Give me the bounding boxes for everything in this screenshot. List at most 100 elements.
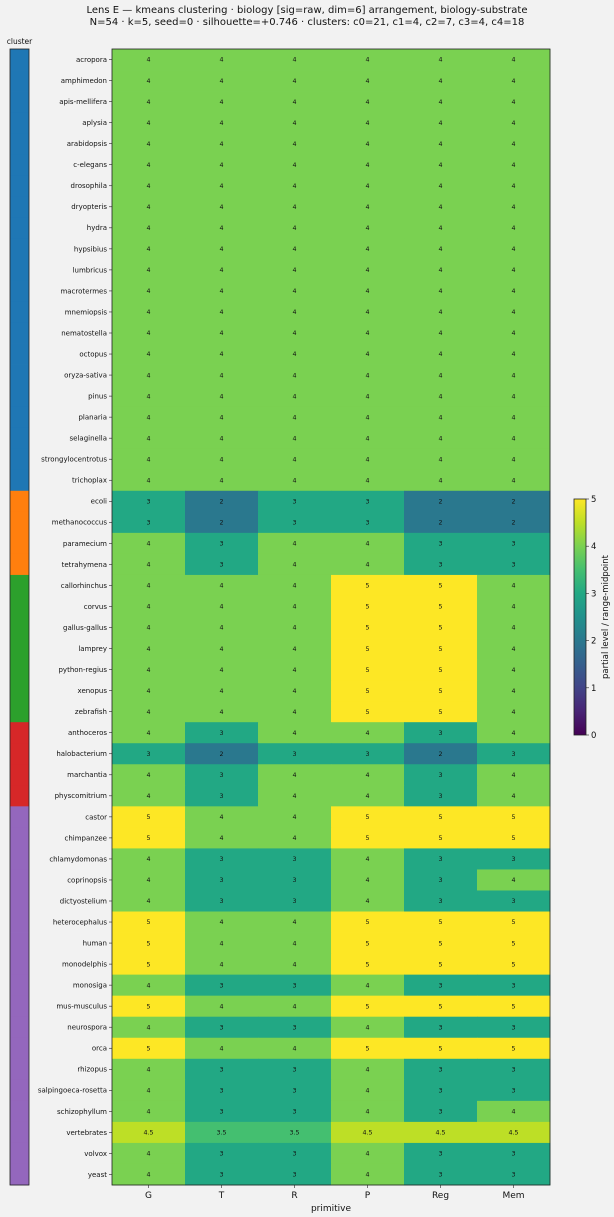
cell-value-label: 5 — [146, 1003, 150, 1010]
row-tick-label: hypsibius — [74, 245, 107, 253]
heatmap-cell — [112, 49, 186, 71]
heatmap-cell — [331, 995, 405, 1018]
cell-value-label: 5 — [365, 625, 369, 632]
cell-value-label: 4 — [438, 456, 442, 463]
row-tick-label: neurospora — [67, 1024, 107, 1032]
heatmap-cell — [185, 427, 259, 450]
cell-value-label: 4 — [292, 1045, 296, 1052]
cell-value-label: 4 — [511, 204, 515, 211]
cell-value-label: 4 — [365, 204, 369, 211]
cell-value-label: 4 — [146, 877, 150, 884]
cell-value-label: 4 — [292, 583, 296, 590]
heatmap-cell — [258, 532, 332, 555]
cell-value-label: 3 — [438, 772, 442, 779]
cell-value-label: 4 — [146, 793, 150, 800]
heatmap-cell — [112, 995, 186, 1018]
cell-value-label: 4 — [438, 435, 442, 442]
cell-value-label: 4 — [365, 1066, 369, 1073]
heatmap-cell — [404, 406, 478, 429]
row-tick-label: acropora — [76, 56, 107, 64]
cluster-strip-segment — [10, 49, 29, 71]
heatmap-cell — [185, 280, 259, 302]
row-tick-label: schizophyllum — [57, 1108, 107, 1116]
cell-value-label: 4 — [219, 78, 223, 85]
heatmap-cell — [258, 722, 332, 744]
heatmap-cell — [477, 322, 551, 344]
cell-value-label: 4 — [219, 309, 223, 316]
row-tick-label: callorhinchus — [61, 582, 108, 590]
row-tick-label: halobacterium — [56, 750, 107, 758]
heatmap-cell — [404, 638, 478, 660]
cell-value-label: 4 — [365, 982, 369, 989]
cell-value-label: 5 — [438, 814, 442, 821]
heatmap-cell — [258, 953, 332, 976]
heatmap-cell — [258, 1121, 332, 1144]
cell-value-label: 4 — [438, 393, 442, 400]
heatmap-cell — [331, 890, 405, 912]
heatmap-cell — [331, 343, 405, 365]
heatmap-cell — [185, 848, 259, 870]
cell-value-label: 2 — [219, 520, 223, 527]
cell-value-label: 4 — [146, 772, 150, 779]
cell-value-label: 4 — [365, 78, 369, 85]
cell-value-label: 3 — [438, 1172, 442, 1179]
cell-value-label: 4 — [365, 456, 369, 463]
row-tick-label: macrotermes — [60, 287, 107, 295]
heatmap-cell — [185, 1058, 259, 1081]
heatmap-cell — [185, 701, 259, 723]
cluster-strip-segment — [10, 280, 29, 302]
heatmap-cell — [185, 932, 259, 954]
cell-value-label: 5 — [438, 604, 442, 611]
heatmap-cell — [112, 911, 186, 933]
cluster-strip-segment — [10, 385, 29, 408]
cell-value-label: 4 — [438, 141, 442, 148]
cell-value-label: 4 — [292, 393, 296, 400]
heatmap-cell — [331, 490, 405, 513]
heatmap-cell — [331, 680, 405, 702]
heatmap-cell — [185, 1142, 259, 1165]
heatmap-cell — [404, 995, 478, 1018]
colorbar-tick-label: 5 — [591, 495, 596, 505]
cluster-strip-segment — [10, 743, 29, 765]
heatmap-cell — [112, 932, 186, 954]
cell-value-label: 5 — [365, 919, 369, 926]
heatmap-cell — [404, 1142, 478, 1165]
cell-value-label: 3 — [292, 856, 296, 863]
cell-value-label: 3.5 — [216, 1130, 226, 1137]
heatmap-cell — [331, 217, 405, 239]
heatmap-cell — [331, 196, 405, 218]
cell-value-label: 4 — [292, 456, 296, 463]
cluster-strip-segment — [10, 617, 29, 639]
cell-value-label: 3 — [292, 1088, 296, 1095]
row-tick-label: nematostella — [61, 329, 107, 337]
row-tick-label: volvox — [84, 1150, 107, 1158]
cell-value-label: 4 — [292, 141, 296, 148]
heatmap-cell — [258, 175, 332, 197]
cell-value-label: 4 — [292, 435, 296, 442]
cell-value-label: 4 — [219, 288, 223, 295]
cell-value-label: 4 — [438, 477, 442, 484]
cell-value-label: 4 — [146, 1088, 150, 1095]
cell-value-label: 4 — [365, 562, 369, 569]
cell-value-label: 4 — [438, 246, 442, 253]
cell-value-label: 2 — [219, 498, 223, 505]
cell-value-label: 4 — [292, 667, 296, 674]
heatmap-cell — [477, 196, 551, 218]
cell-value-label: 5 — [365, 709, 369, 716]
row-tick-label: human — [83, 939, 107, 947]
cell-value-label: 3 — [438, 1109, 442, 1116]
cell-value-label: 4 — [146, 351, 150, 358]
heatmap-cell — [404, 364, 478, 386]
cell-value-label: 4 — [365, 267, 369, 274]
cell-value-label: 4 — [219, 667, 223, 674]
heatmap-cell — [477, 490, 551, 513]
heatmap-cell — [331, 743, 405, 765]
heatmap-cell — [112, 196, 186, 218]
cell-value-label: 4 — [146, 667, 150, 674]
heatmap-cell — [112, 1142, 186, 1165]
cell-value-label: 4 — [219, 393, 223, 400]
heatmap-cell — [331, 974, 405, 997]
heatmap-cell — [404, 574, 478, 597]
heatmap-cell — [258, 385, 332, 408]
cell-value-label: 4.5 — [143, 1130, 153, 1137]
